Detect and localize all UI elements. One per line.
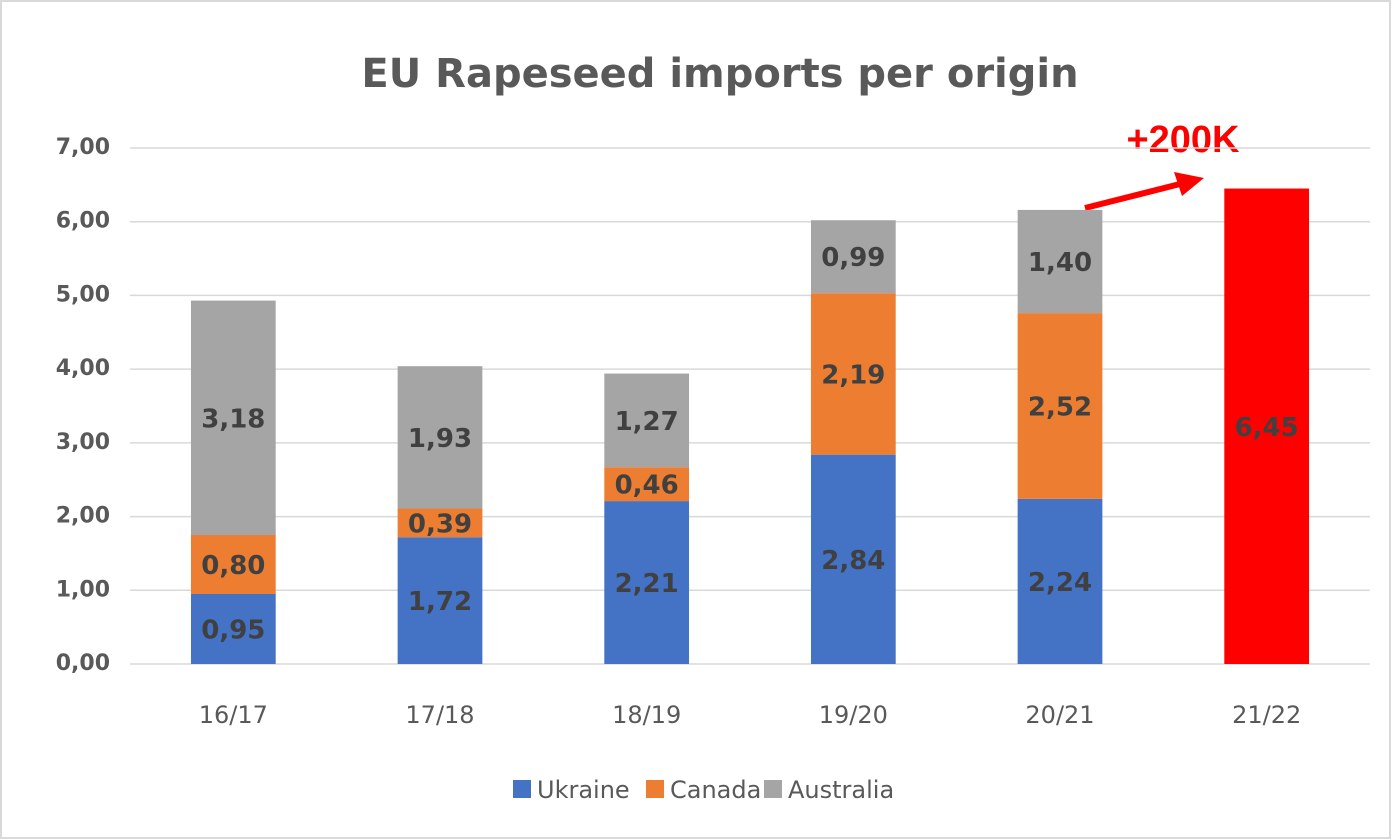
x-tick-label: 16/17 bbox=[199, 701, 268, 729]
x-tick-label: 17/18 bbox=[405, 701, 474, 729]
bar-segment bbox=[604, 373, 690, 468]
data-label: 1,27 bbox=[615, 407, 679, 437]
y-tick-label: 5,00 bbox=[56, 282, 110, 307]
data-label: 1,93 bbox=[408, 424, 472, 454]
bar-segment bbox=[1017, 313, 1103, 499]
data-label: 0,39 bbox=[408, 509, 472, 539]
data-label: 1,72 bbox=[408, 587, 472, 617]
data-label: 2,52 bbox=[1028, 393, 1092, 423]
y-tick-label: 0,00 bbox=[56, 651, 110, 676]
x-tick-label: 19/20 bbox=[819, 701, 888, 729]
legend-label: Ukraine bbox=[537, 776, 630, 804]
data-label: 0,99 bbox=[821, 243, 885, 273]
y-tick-label: 2,00 bbox=[56, 504, 110, 529]
bar-segment bbox=[190, 300, 276, 535]
annotation: +200K bbox=[1126, 119, 1240, 161]
legend-swatch bbox=[646, 780, 664, 798]
bar-segment bbox=[810, 220, 896, 294]
y-tick-label: 4,00 bbox=[56, 356, 110, 381]
y-tick-label: 7,00 bbox=[56, 135, 110, 160]
bar-segment bbox=[1017, 209, 1103, 314]
data-label: 2,84 bbox=[821, 546, 885, 576]
bar-segment bbox=[397, 537, 483, 664]
bar-segment bbox=[1017, 498, 1103, 664]
x-tick-label: 18/19 bbox=[612, 701, 681, 729]
bar-segment bbox=[604, 501, 690, 664]
data-label: 2,24 bbox=[1028, 568, 1092, 598]
arrow-shaft bbox=[1084, 181, 1181, 211]
bar-segment bbox=[810, 293, 896, 455]
arrow bbox=[1084, 172, 1204, 211]
data-label: 2,19 bbox=[821, 360, 885, 390]
data-label: 2,21 bbox=[615, 569, 679, 599]
bar-segment bbox=[397, 508, 483, 538]
chart-title: EU Rapeseed imports per origin bbox=[361, 51, 1078, 97]
legend-swatch bbox=[513, 780, 531, 798]
data-label: 3,18 bbox=[201, 404, 265, 434]
x-tick-label: 20/21 bbox=[1025, 701, 1094, 729]
arrow-head bbox=[1174, 172, 1204, 196]
y-tick-label: 1,00 bbox=[56, 577, 110, 602]
x-tick-label: 21/22 bbox=[1232, 701, 1301, 729]
data-label: 0,46 bbox=[615, 471, 679, 501]
bar-segment bbox=[810, 454, 896, 664]
bar-segment bbox=[397, 366, 483, 509]
bar-segment bbox=[604, 467, 690, 502]
bar-segment bbox=[190, 535, 276, 594]
y-tick-label: 3,00 bbox=[56, 430, 110, 455]
data-label: 0,95 bbox=[201, 615, 265, 645]
legend-swatch bbox=[764, 780, 782, 798]
data-label: 1,40 bbox=[1028, 248, 1092, 278]
legend-label: Canada bbox=[670, 776, 761, 804]
legend-label: Australia bbox=[788, 776, 894, 804]
data-label: 0,80 bbox=[201, 551, 265, 581]
highlight-bar bbox=[1224, 188, 1310, 665]
data-label: 6,45 bbox=[1235, 413, 1299, 443]
bar-segment bbox=[190, 593, 276, 664]
y-tick-label: 6,00 bbox=[56, 209, 110, 234]
